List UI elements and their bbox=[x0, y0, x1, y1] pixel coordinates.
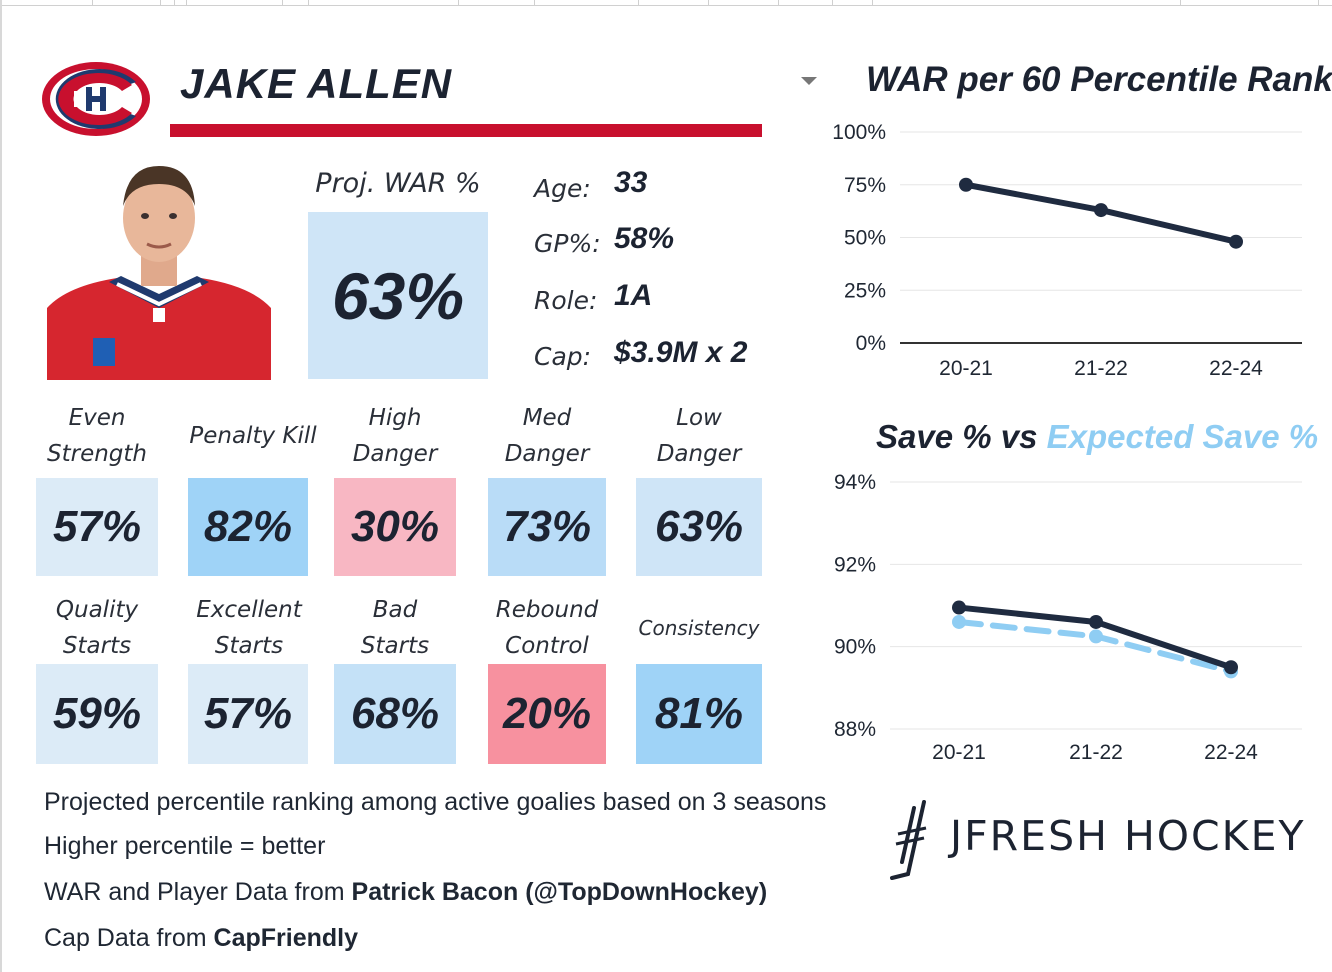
proj-war-box: 63% bbox=[308, 212, 488, 379]
metric-box-rebound-control: 20% bbox=[488, 664, 606, 764]
jfresh-stick-icon bbox=[890, 800, 927, 880]
metric-label-med-danger: Med Danger bbox=[504, 405, 590, 467]
chart-title-save: Save % vs Expected Save % bbox=[876, 418, 1318, 456]
footnote-cap-source: Cap Data from CapFriendly bbox=[44, 924, 358, 952]
x-tick-label: 20-21 bbox=[939, 357, 993, 380]
data-point bbox=[1224, 660, 1238, 675]
y-tick-label: 75% bbox=[844, 174, 886, 197]
metric-label-even-strength: Even Strength bbox=[47, 405, 147, 467]
brand-name: JFRESH HOCKEY bbox=[950, 812, 1306, 860]
gp-label: GP%: bbox=[534, 229, 601, 258]
save-pct-chart: 94% 92% 90% 88% 20-21 21-22 22-24 bbox=[834, 471, 1302, 764]
chart-title-save-part1: Save % vs bbox=[876, 418, 1047, 455]
metric-box-quality-starts: 59% bbox=[36, 664, 158, 764]
y-tick-label: 100% bbox=[832, 121, 886, 144]
y-tick-label: 92% bbox=[834, 553, 876, 576]
metric-box-high-danger: 30% bbox=[334, 478, 456, 576]
montreal-canadiens-logo-icon bbox=[42, 62, 150, 136]
footnote-war-source: WAR and Player Data from Patrick Bacon (… bbox=[44, 878, 768, 906]
metric-label-low-danger: Low Danger bbox=[656, 405, 742, 467]
metric-box-med-danger: 73% bbox=[488, 478, 606, 576]
x-tick-label: 21-22 bbox=[1074, 357, 1128, 380]
player-name: JAKE ALLEN bbox=[180, 60, 453, 107]
y-tick-label: 90% bbox=[834, 636, 876, 659]
data-point bbox=[952, 614, 966, 629]
dropdown-arrow-icon[interactable] bbox=[801, 77, 817, 85]
y-tick-label: 50% bbox=[844, 227, 886, 250]
y-tick-label: 0% bbox=[856, 332, 886, 355]
y-tick-label: 88% bbox=[834, 718, 876, 741]
data-point bbox=[1229, 234, 1243, 249]
proj-war-value: 63% bbox=[331, 258, 465, 333]
sheet-left-border bbox=[0, 0, 2, 972]
proj-war-label: Proj. WAR % bbox=[315, 168, 481, 199]
cap-label: Cap: bbox=[534, 342, 592, 371]
sheet-column-gridlines bbox=[0, 0, 1332, 6]
player-headshot bbox=[47, 158, 271, 380]
y-tick-label: 25% bbox=[844, 279, 886, 302]
metric-box-bad-starts: 68% bbox=[334, 664, 456, 764]
chart-title-war: WAR per 60 Percentile Rank bbox=[866, 60, 1332, 99]
war-percentile-chart: 100% 75% 50% 25% 0% 20-21 21-22 22-24 bbox=[832, 121, 1302, 380]
x-tick-label: 22-24 bbox=[1204, 741, 1258, 764]
gp-value: 58% bbox=[614, 222, 675, 255]
data-point bbox=[1089, 614, 1103, 629]
x-tick-label: 21-22 bbox=[1069, 741, 1123, 764]
metric-label-consistency: Consistency bbox=[638, 616, 760, 640]
metric-label-penalty-kill: Penalty Kill bbox=[189, 423, 317, 449]
metric-label-high-danger: High Danger bbox=[352, 405, 438, 467]
metric-label-bad-starts: Bad Starts bbox=[360, 597, 430, 659]
footnote-methodology: Projected percentile ranking among activ… bbox=[44, 788, 827, 816]
metric-box-consistency: 81% bbox=[636, 664, 762, 764]
role-label: Role: bbox=[534, 286, 598, 315]
x-tick-label: 22-24 bbox=[1209, 357, 1263, 380]
age-label: Age: bbox=[534, 174, 591, 203]
x-tick-label: 20-21 bbox=[932, 741, 986, 764]
data-point bbox=[1094, 203, 1108, 218]
metric-box-penalty-kill: 82% bbox=[188, 478, 308, 576]
role-value: 1A bbox=[614, 279, 653, 312]
cap-value: $3.9M x 2 bbox=[614, 336, 748, 369]
chart-title-save-part2: Expected Save % bbox=[1046, 418, 1319, 455]
metric-label-rebound-control: Rebound Control bbox=[495, 597, 599, 659]
metric-box-excellent-starts: 57% bbox=[188, 664, 308, 764]
metric-box-low-danger: 63% bbox=[636, 478, 762, 576]
metric-label-excellent-starts: Excellent Starts bbox=[196, 597, 302, 659]
y-tick-label: 94% bbox=[834, 471, 876, 494]
metric-label-quality-starts: Quality Starts bbox=[55, 597, 139, 659]
data-point bbox=[952, 600, 966, 615]
data-point bbox=[959, 177, 973, 192]
age-value: 33 bbox=[614, 166, 648, 199]
name-underline-bar bbox=[170, 124, 762, 137]
metric-box-even-strength: 57% bbox=[36, 478, 158, 576]
footnote-percentile: Higher percentile = better bbox=[44, 832, 326, 860]
data-point bbox=[1089, 629, 1103, 644]
